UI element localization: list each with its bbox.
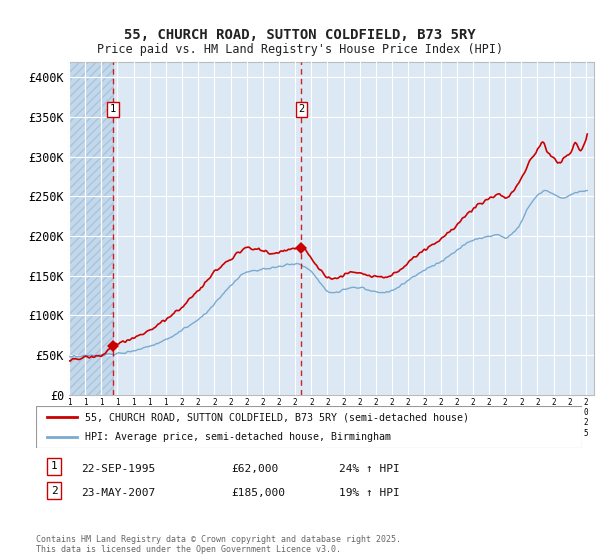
Text: £185,000: £185,000 — [231, 488, 285, 498]
Text: 55, CHURCH ROAD, SUTTON COLDFIELD, B73 5RY: 55, CHURCH ROAD, SUTTON COLDFIELD, B73 5… — [124, 28, 476, 43]
Text: £62,000: £62,000 — [231, 464, 278, 474]
FancyBboxPatch shape — [36, 406, 582, 448]
Text: 55, CHURCH ROAD, SUTTON COLDFIELD, B73 5RY (semi-detached house): 55, CHURCH ROAD, SUTTON COLDFIELD, B73 5… — [85, 412, 469, 422]
Text: 24% ↑ HPI: 24% ↑ HPI — [339, 464, 400, 474]
Text: Price paid vs. HM Land Registry's House Price Index (HPI): Price paid vs. HM Land Registry's House … — [97, 43, 503, 56]
Text: 19% ↑ HPI: 19% ↑ HPI — [339, 488, 400, 498]
Text: HPI: Average price, semi-detached house, Birmingham: HPI: Average price, semi-detached house,… — [85, 432, 391, 442]
Text: 1: 1 — [50, 461, 58, 472]
Text: 22-SEP-1995: 22-SEP-1995 — [81, 464, 155, 474]
Text: 1: 1 — [110, 104, 116, 114]
Text: Contains HM Land Registry data © Crown copyright and database right 2025.
This d: Contains HM Land Registry data © Crown c… — [36, 535, 401, 554]
Bar — [69, 62, 113, 395]
Text: 2: 2 — [298, 104, 304, 114]
Text: 2: 2 — [50, 486, 58, 496]
Text: 23-MAY-2007: 23-MAY-2007 — [81, 488, 155, 498]
